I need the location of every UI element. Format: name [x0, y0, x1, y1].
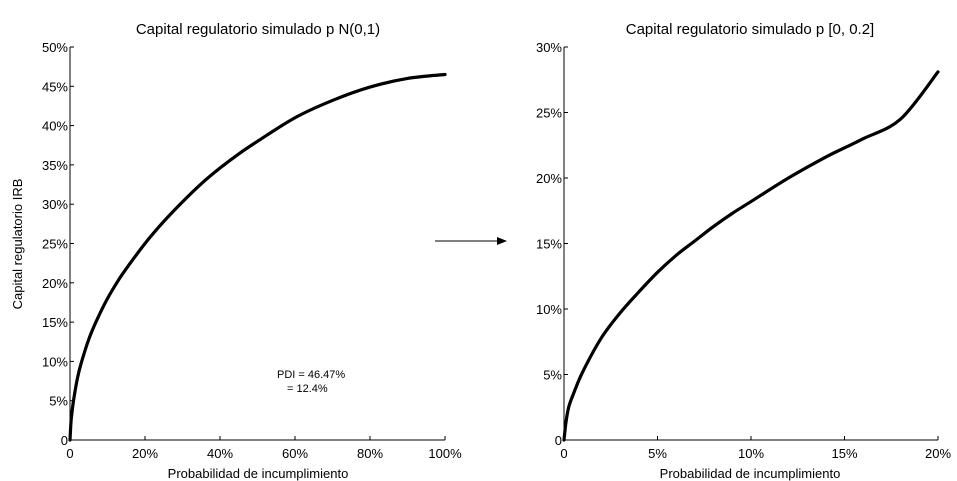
chart-right-y-tick-label: 15%	[536, 237, 562, 252]
chart-right-y-tick-label: 25%	[536, 106, 562, 121]
chart-left-x-tick-label: 20%	[132, 446, 158, 461]
chart-left-y-tick-label: 10%	[42, 354, 68, 369]
chart-left-y-tick-label: 25%	[42, 237, 68, 252]
chart-right-y-tick-label: 20%	[536, 171, 562, 186]
chart-left-annotation-2: = 12.4%	[287, 383, 328, 395]
chart-left-y-tick-label: 35%	[42, 158, 68, 173]
chart-left-series-line	[68, 72, 447, 442]
chart-left: Capital regulatorio simulado p N(0,1) Pr…	[10, 21, 462, 481]
chart-left-y-tick-label: 0	[61, 433, 68, 448]
chart-right-x-tick-label: 20%	[925, 446, 951, 461]
chart-left-xlabel: Probabilidad de incumplimiento	[168, 466, 349, 481]
chart-left-title: Capital regulatorio simulado p N(0,1)	[136, 21, 380, 38]
chart-left-y-tick-label: 45%	[42, 79, 68, 94]
chart-left-y-tick-label: 30%	[42, 197, 68, 212]
chart-right-y-tick-label: 10%	[536, 302, 562, 317]
chart-right-title: Capital regulatorio simulado p [0, 0.2]	[626, 21, 874, 38]
chart-left-y-tick-label: 20%	[42, 276, 68, 291]
chart-right-y-tick-label: 30%	[536, 40, 562, 55]
chart-right-y-tick-label: 0	[555, 433, 562, 448]
chart-left-y-tick-label: 5%	[49, 394, 68, 409]
chart-left-x-tick-label: 100%	[428, 446, 462, 461]
chart-left-x-tick-label: 80%	[357, 446, 383, 461]
chart-right-x-tick-label: 0	[560, 446, 567, 461]
chart-left-x-tick-label: 60%	[282, 446, 308, 461]
chart-left-ylabel: Capital regulatorio IRB	[10, 179, 25, 310]
chart-right-y-tick-label: 5%	[543, 368, 562, 383]
chart-right-x-tick-label: 10%	[738, 446, 764, 461]
chart-right-x-tick-label: 5%	[648, 446, 667, 461]
chart-left-y-tick-label: 15%	[42, 315, 68, 330]
chart-left-x-tick-label: 0	[66, 446, 73, 461]
chart-right-series-line	[562, 70, 940, 442]
chart-right-x-tick-label: 15%	[831, 446, 857, 461]
chart-left-annotation-1: PDI = 46.47%	[277, 369, 345, 381]
chart-right: Capital regulatorio simulado p [0, 0.2] …	[536, 21, 951, 481]
chart-left-y-tick-label: 40%	[42, 119, 68, 134]
chart-left-y-tick-label: 50%	[42, 40, 68, 55]
arrow-head	[497, 237, 507, 245]
chart-right-xlabel: Probabilidad de incumplimiento	[660, 466, 841, 481]
chart-left-x-tick-label: 40%	[207, 446, 233, 461]
transition-arrow	[435, 237, 507, 245]
